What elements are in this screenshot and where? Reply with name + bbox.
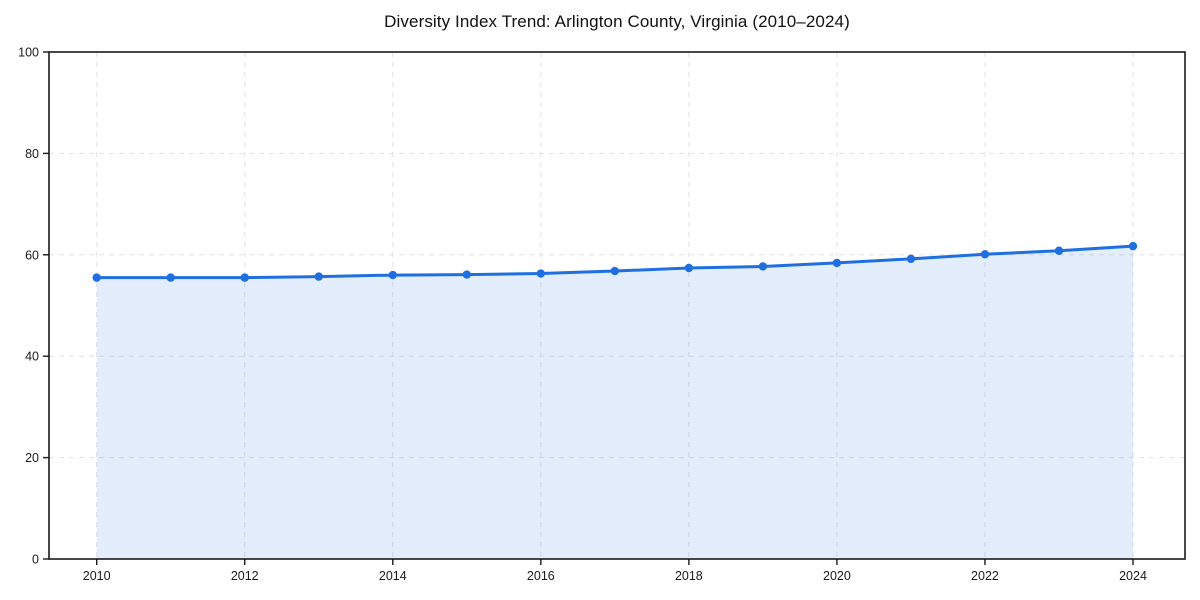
data-point-2016 (536, 269, 546, 278)
data-point-2013 (314, 272, 323, 281)
y-tick-label: 100 (18, 46, 39, 60)
data-point-2022 (980, 250, 990, 259)
data-point-2011 (166, 273, 175, 282)
area-fill (96, 246, 1134, 559)
data-point-2010 (92, 273, 101, 282)
x-tick-label: 2014 (379, 569, 407, 583)
y-tick-label: 0 (32, 553, 39, 567)
data-point-2018 (684, 263, 694, 273)
data-point-2014 (388, 270, 397, 280)
data-point-2023 (1054, 246, 1064, 255)
x-tick-label: 2020 (823, 569, 851, 583)
x-tick-label: 2022 (971, 569, 999, 583)
data-point-2019 (758, 262, 768, 271)
data-point-2020 (832, 258, 842, 268)
data-point-2021 (906, 254, 916, 264)
y-tick-label: 40 (25, 350, 39, 364)
chart-title: Diversity Index Trend: Arlington County,… (384, 12, 850, 31)
y-tick-label: 80 (25, 147, 39, 161)
data-point-2017 (610, 266, 620, 276)
data-point-2015 (462, 270, 472, 279)
x-tick-label: 2018 (675, 569, 703, 583)
x-tick-label: 2016 (527, 569, 555, 583)
y-tick-label: 60 (25, 248, 39, 262)
x-tick-label: 2024 (1119, 569, 1147, 583)
y-tick-label: 20 (25, 451, 39, 465)
x-tick-label: 2012 (231, 569, 259, 583)
x-tick-label: 2010 (83, 569, 111, 583)
data-point-2024 (1128, 241, 1138, 251)
data-point-2012 (240, 273, 249, 282)
plot-border (48, 51, 1186, 560)
